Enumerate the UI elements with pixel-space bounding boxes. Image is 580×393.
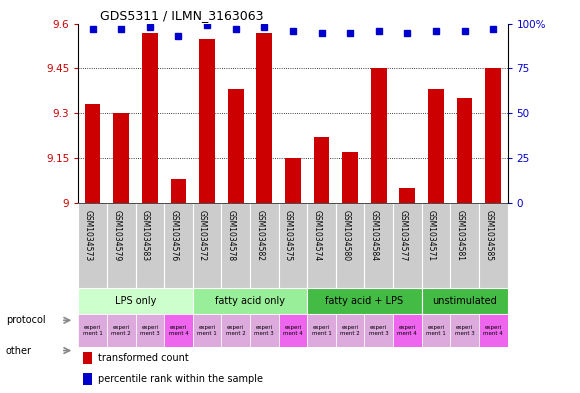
Bar (314, 137, 329, 203)
Text: experi
ment 4: experi ment 4 (283, 325, 303, 336)
Text: experi
ment 2: experi ment 2 (111, 325, 131, 336)
Bar (336, 314, 364, 347)
Text: experi
ment 1: experi ment 1 (426, 325, 446, 336)
Bar (136, 314, 164, 347)
Text: unstimulated: unstimulated (432, 296, 497, 306)
Text: GSM1034575: GSM1034575 (284, 209, 293, 261)
Text: other: other (6, 345, 32, 356)
Text: LPS only: LPS only (115, 296, 156, 306)
Bar (107, 314, 136, 347)
Bar (82, 352, 92, 364)
Bar (456, 98, 473, 203)
Text: GSM1034576: GSM1034576 (169, 209, 179, 261)
Bar (336, 203, 364, 288)
Bar (278, 314, 307, 347)
Bar (136, 203, 164, 288)
Bar (199, 39, 215, 203)
Bar (164, 203, 193, 288)
Bar (82, 373, 92, 385)
Text: GDS5311 / ILMN_3163063: GDS5311 / ILMN_3163063 (100, 9, 263, 22)
Bar (422, 203, 450, 288)
Text: experi
ment 2: experi ment 2 (340, 325, 360, 336)
Bar (393, 203, 422, 288)
Text: GSM1034578: GSM1034578 (227, 209, 235, 261)
Text: GSM1034573: GSM1034573 (84, 209, 93, 261)
Bar (450, 203, 479, 288)
Text: GSM1034577: GSM1034577 (398, 209, 407, 261)
Bar (371, 68, 387, 203)
Bar (364, 314, 393, 347)
Text: experi
ment 4: experi ment 4 (169, 325, 189, 336)
Text: transformed count: transformed count (97, 353, 188, 363)
Bar (250, 203, 278, 288)
Text: GSM1034580: GSM1034580 (341, 209, 350, 261)
Text: experi
ment 1: experi ment 1 (197, 325, 217, 336)
Bar (307, 314, 336, 347)
Bar (342, 152, 358, 203)
Bar (193, 203, 222, 288)
Bar (85, 104, 100, 203)
Text: experi
ment 4: experi ment 4 (397, 325, 417, 336)
Bar (364, 203, 393, 288)
Text: GSM1034582: GSM1034582 (255, 209, 264, 261)
Bar (78, 314, 107, 347)
Text: GSM1034572: GSM1034572 (198, 209, 207, 261)
Text: fatty acid only: fatty acid only (215, 296, 285, 306)
Bar (164, 314, 193, 347)
Text: percentile rank within the sample: percentile rank within the sample (97, 374, 263, 384)
Bar (193, 314, 222, 347)
Text: GSM1034584: GSM1034584 (369, 209, 379, 261)
Bar (78, 203, 107, 288)
Bar (142, 33, 158, 203)
Text: experi
ment 3: experi ment 3 (455, 325, 474, 336)
Bar (479, 203, 508, 288)
Bar (400, 188, 415, 203)
Text: GSM1034583: GSM1034583 (141, 209, 150, 261)
Bar (485, 68, 501, 203)
Text: experi
ment 3: experi ment 3 (140, 325, 160, 336)
Bar (450, 314, 479, 347)
Bar (307, 288, 422, 314)
Bar (193, 288, 307, 314)
Bar (256, 33, 272, 203)
Text: GSM1034574: GSM1034574 (313, 209, 321, 261)
Bar (228, 89, 244, 203)
Text: GSM1034571: GSM1034571 (427, 209, 436, 261)
Bar (171, 179, 186, 203)
Text: fatty acid + LPS: fatty acid + LPS (325, 296, 404, 306)
Text: GSM1034579: GSM1034579 (112, 209, 121, 261)
Bar (113, 113, 129, 203)
Bar (250, 314, 278, 347)
Bar (428, 89, 444, 203)
Text: experi
ment 3: experi ment 3 (369, 325, 389, 336)
Bar (278, 203, 307, 288)
Bar (78, 288, 193, 314)
Bar (107, 203, 136, 288)
Text: protocol: protocol (6, 315, 45, 325)
Text: experi
ment 1: experi ment 1 (311, 325, 331, 336)
Bar (307, 203, 336, 288)
Bar (479, 314, 508, 347)
Text: experi
ment 1: experi ment 1 (83, 325, 103, 336)
Bar (285, 158, 301, 203)
Text: GSM1034585: GSM1034585 (484, 209, 493, 261)
Text: GSM1034581: GSM1034581 (455, 209, 465, 261)
Bar (222, 314, 250, 347)
Bar (393, 314, 422, 347)
Bar (422, 288, 508, 314)
Text: experi
ment 3: experi ment 3 (255, 325, 274, 336)
Text: experi
ment 2: experi ment 2 (226, 325, 245, 336)
Text: experi
ment 4: experi ment 4 (483, 325, 503, 336)
Bar (422, 314, 450, 347)
Bar (222, 203, 250, 288)
